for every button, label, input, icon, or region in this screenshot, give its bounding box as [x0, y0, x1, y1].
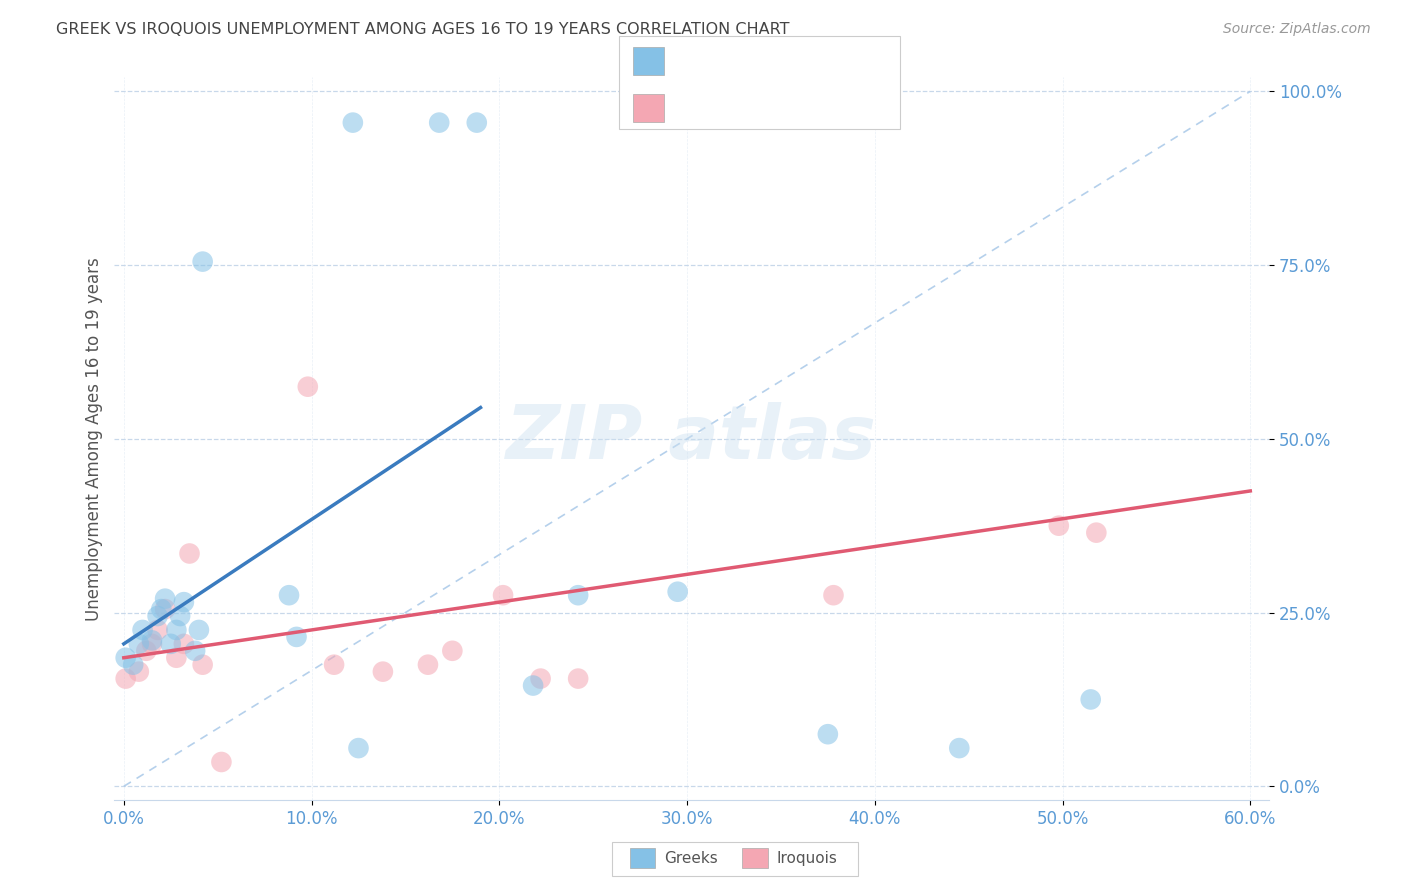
Point — [165, 650, 187, 665]
Point — [173, 637, 195, 651]
Point — [948, 741, 970, 756]
Point — [297, 380, 319, 394]
Point — [1085, 525, 1108, 540]
Point — [159, 637, 181, 651]
Point — [122, 657, 145, 672]
Text: Greeks: Greeks — [664, 851, 717, 865]
Point — [131, 623, 153, 637]
Point — [323, 657, 346, 672]
Text: Source: ZipAtlas.com: Source: ZipAtlas.com — [1223, 22, 1371, 37]
Point — [347, 741, 370, 756]
Point — [128, 665, 150, 679]
Point — [492, 588, 515, 602]
Point — [823, 588, 845, 602]
Point — [135, 644, 157, 658]
Point — [153, 591, 176, 606]
Point — [522, 679, 544, 693]
Point — [114, 650, 136, 665]
Text: N =: N = — [779, 52, 818, 70]
Text: 22: 22 — [814, 99, 839, 117]
Point — [187, 623, 209, 637]
Point — [1047, 518, 1070, 533]
Point — [465, 115, 488, 129]
Text: ZIP atlas: ZIP atlas — [506, 402, 877, 475]
Point — [114, 672, 136, 686]
Point — [441, 644, 464, 658]
Point — [285, 630, 308, 644]
Text: N =: N = — [779, 99, 818, 117]
Text: 0.286: 0.286 — [710, 52, 768, 70]
Text: R =: R = — [675, 52, 714, 70]
Point — [567, 588, 589, 602]
Point — [1080, 692, 1102, 706]
Point — [278, 588, 301, 602]
Point — [146, 623, 169, 637]
Text: R =: R = — [675, 99, 714, 117]
Point — [128, 637, 150, 651]
Text: 27: 27 — [814, 52, 839, 70]
Point — [817, 727, 839, 741]
Point — [141, 633, 163, 648]
Point — [191, 657, 214, 672]
Point — [342, 115, 364, 129]
Point — [371, 665, 394, 679]
Point — [191, 254, 214, 268]
Point — [416, 657, 439, 672]
Point — [184, 644, 207, 658]
Point — [141, 637, 163, 651]
Point — [146, 609, 169, 624]
Text: 0.342: 0.342 — [710, 99, 766, 117]
Point — [427, 115, 450, 129]
Y-axis label: Unemployment Among Ages 16 to 19 years: Unemployment Among Ages 16 to 19 years — [86, 257, 103, 621]
Point — [179, 547, 201, 561]
Point — [173, 595, 195, 609]
Point — [666, 584, 689, 599]
Text: Iroquois: Iroquois — [776, 851, 837, 865]
Point — [165, 623, 187, 637]
Point — [209, 755, 232, 769]
Text: GREEK VS IROQUOIS UNEMPLOYMENT AMONG AGES 16 TO 19 YEARS CORRELATION CHART: GREEK VS IROQUOIS UNEMPLOYMENT AMONG AGE… — [56, 22, 790, 37]
Point — [169, 609, 191, 624]
Point — [150, 602, 173, 616]
Point — [529, 672, 551, 686]
Point — [567, 672, 589, 686]
Point — [153, 602, 176, 616]
